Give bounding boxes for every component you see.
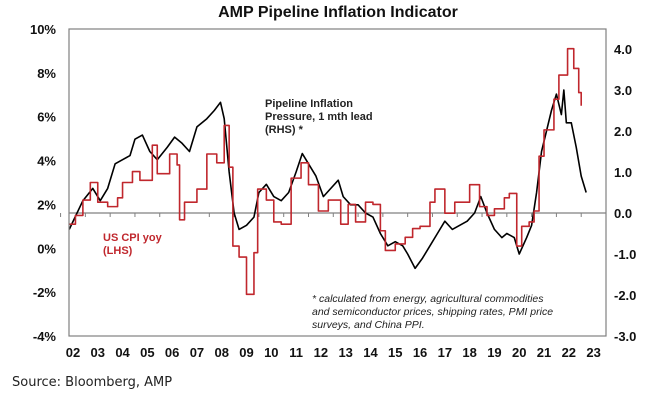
x-tick-label: 19: [487, 345, 501, 360]
left-tick-label: 0%: [37, 241, 56, 256]
pipeline-label-line: Pressure, 1 mth lead: [265, 111, 373, 123]
x-tick-label: 23: [586, 345, 600, 360]
x-tick-label: 09: [239, 345, 253, 360]
cpi-label-line: (LHS): [103, 245, 133, 257]
x-tick-label: 21: [537, 345, 551, 360]
footnote: * calculated from energy, agricultural c…: [312, 293, 553, 331]
right-tick-label: -2.0: [614, 288, 636, 303]
footnote-line: * calculated from energy, agricultural c…: [312, 293, 544, 305]
left-tick-label: 10%: [30, 22, 56, 37]
pipeline-line: [68, 89, 587, 270]
x-tick-label: 22: [562, 345, 576, 360]
pipeline-label-line: (RHS) *: [265, 124, 304, 136]
x-axis: 02 03 04 05 06 07 08 09 10 11 12 13 14 15 16 17 18 19 20 21…: [60, 212, 606, 360]
cpi-line: [69, 47, 583, 296]
x-tick-label: 02: [66, 345, 80, 360]
right-tick-label: 1.0: [614, 165, 632, 180]
right-tick-label: -1.0: [614, 247, 636, 262]
plot-frame: [68, 28, 607, 337]
left-tick-label: 8%: [37, 66, 56, 81]
left-axis: 10% 8% 6% 4% 2% 0% -2% -4%: [30, 22, 56, 344]
footnote-line: and semiconductor prices, shipping rates…: [312, 306, 553, 318]
x-tick-label: 15: [388, 345, 402, 360]
x-tick-label: 18: [462, 345, 476, 360]
chart-title: AMP Pipeline Inflation Indicator: [218, 4, 458, 21]
x-tick-label: 13: [338, 345, 352, 360]
x-tick-label: 03: [91, 345, 105, 360]
x-tick-label: 16: [413, 345, 427, 360]
x-tick-label: 17: [438, 345, 452, 360]
right-tick-label: 2.0: [614, 124, 632, 139]
source-note: Source: Bloomberg, AMP: [12, 375, 173, 390]
right-tick-label: 0.0: [614, 206, 632, 221]
x-tick-label: 05: [140, 345, 154, 360]
cpi-label: US CPI yoy (LHS): [103, 232, 163, 257]
x-tick-label: 04: [115, 345, 130, 360]
right-axis: 4.0 3.0 2.0 1.0 0.0 -1.0 -2.0 -3.0: [614, 42, 636, 344]
left-tick-label: 4%: [37, 154, 56, 169]
x-tick-label: 10: [264, 345, 278, 360]
x-tick-label: 14: [363, 345, 378, 360]
x-tick-label: 11: [289, 345, 303, 360]
pipeline-label-line: Pipeline Inflation: [265, 98, 353, 110]
x-tick-label: 08: [214, 345, 228, 360]
x-tick-label: 06: [165, 345, 179, 360]
left-tick-label: -2%: [33, 285, 57, 300]
left-tick-label: 2%: [37, 197, 56, 212]
x-tick-label: 20: [512, 345, 526, 360]
right-tick-label: 4.0: [614, 42, 632, 57]
right-tick-label: -3.0: [614, 329, 636, 344]
x-tick-label: 07: [190, 345, 204, 360]
right-tick-label: 3.0: [614, 83, 632, 98]
cpi-label-line: US CPI yoy: [103, 232, 163, 244]
footnote-line: surveys, and China PPI.: [312, 319, 425, 331]
pipeline-label: Pipeline Inflation Pressure, 1 mth lead …: [265, 98, 373, 136]
x-tick-label: 12: [314, 345, 328, 360]
series-group: [68, 47, 587, 296]
left-tick-label: -4%: [33, 329, 57, 344]
left-tick-label: 6%: [37, 110, 56, 125]
